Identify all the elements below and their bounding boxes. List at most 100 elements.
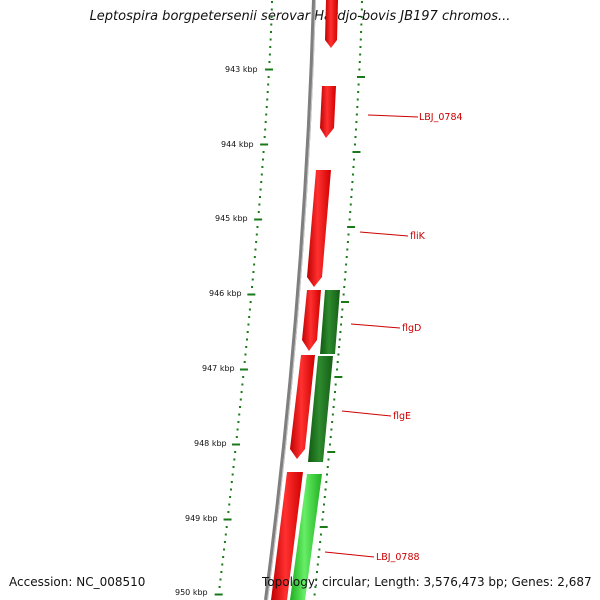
minor-tick [269, 38, 272, 41]
reverse-genes [290, 290, 340, 600]
minor-tick [340, 323, 343, 326]
minor-tick [345, 263, 348, 266]
minor-tick [341, 308, 344, 311]
minor-tick [218, 586, 221, 588]
minor-tick [336, 361, 339, 363]
minor-tick [346, 241, 349, 243]
minor-tick [324, 488, 327, 491]
gene-arrow-flge[interactable] [290, 355, 315, 459]
gene-arrow-green-flgd[interactable] [320, 290, 340, 354]
minor-tick [360, 1, 363, 3]
minor-tick [248, 308, 251, 311]
minor-tick [313, 593, 316, 596]
major-tick [352, 151, 361, 153]
minor-tick [354, 136, 357, 138]
minor-tick [358, 61, 361, 63]
minor-tick [326, 473, 329, 476]
minor-tick [357, 91, 360, 93]
minor-tick [345, 256, 348, 258]
gene-label-flgd[interactable]: flgD [402, 323, 421, 334]
minor-tick [232, 466, 235, 468]
minor-tick [267, 76, 270, 78]
minor-tick [263, 136, 266, 138]
major-tick [347, 226, 356, 228]
gene-label-lbj-0784[interactable]: LBJ_0784 [419, 112, 463, 123]
minor-tick [270, 8, 273, 11]
minor-tick [349, 211, 352, 213]
minor-tick [333, 391, 336, 393]
gene-arrow-flgd[interactable] [302, 290, 321, 351]
minor-tick [327, 458, 330, 461]
minor-tick [257, 211, 260, 213]
minor-tick [225, 526, 228, 528]
minor-tick [333, 398, 336, 401]
minor-tick [239, 398, 242, 401]
minor-tick [350, 188, 353, 191]
minor-tick [349, 203, 352, 206]
minor-tick [359, 53, 362, 56]
minor-tick [344, 271, 347, 273]
minor-tick [321, 518, 324, 521]
minor-tick [315, 571, 318, 573]
gene-arrow-top[interactable] [325, 0, 338, 48]
minor-tick [255, 233, 258, 236]
minor-tick [328, 443, 331, 446]
gene-label-flik[interactable]: fliK [410, 231, 426, 242]
minor-tick [331, 421, 334, 423]
minor-tick [251, 286, 254, 288]
minor-tick [332, 406, 335, 408]
accession-label: Accession: NC_008510 [9, 575, 146, 589]
genome-backbone [264, 0, 316, 600]
minor-tick [237, 421, 240, 423]
label-line-lbj-0784 [367, 114, 419, 118]
minor-tick [266, 98, 269, 101]
minor-tick [351, 173, 354, 176]
genome-info-label: Topology: circular; Length: 3,576,473 bp… [262, 575, 592, 589]
gene-label-lbj-0788[interactable]: LBJ_0788 [376, 552, 420, 563]
major-tick [247, 293, 256, 296]
minor-tick [350, 196, 353, 198]
minor-tick [267, 83, 270, 86]
major-tick [260, 143, 269, 146]
minor-tick [231, 473, 234, 476]
minor-tick [247, 323, 250, 326]
minor-tick [249, 301, 252, 303]
minor-tick [360, 16, 363, 18]
minor-tick [270, 1, 273, 3]
minor-tick [355, 113, 358, 116]
scale-label-950: 950 kbp [175, 588, 208, 597]
minor-tick [314, 586, 317, 588]
minor-tick [347, 233, 350, 236]
minor-tick [360, 8, 363, 11]
major-tick [231, 443, 240, 446]
minor-tick [330, 428, 333, 431]
minor-tick [265, 106, 268, 108]
minor-tick [358, 68, 361, 71]
gene-label-flge[interactable]: flgE [393, 411, 411, 422]
gene-arrow-lbj-0788[interactable] [271, 472, 303, 600]
minor-tick [316, 563, 319, 566]
minor-tick [258, 196, 261, 198]
minor-tick [319, 533, 322, 536]
gene-label-lines [324, 114, 419, 558]
gene-arrow-green-flge[interactable] [308, 356, 333, 462]
scale-label-946: 946 kbp [209, 289, 242, 298]
minor-tick [322, 511, 325, 513]
minor-tick [256, 226, 259, 228]
gene-arrow-green-lbj-0788[interactable] [290, 474, 322, 600]
minor-tick [238, 413, 241, 416]
minor-tick [353, 143, 356, 146]
scale-label-945: 945 kbp [215, 214, 248, 223]
major-tick [265, 68, 274, 71]
gene-arrow-flik[interactable] [307, 170, 331, 287]
minor-tick [234, 451, 237, 453]
minor-tick [261, 166, 264, 168]
minor-tick [338, 338, 341, 341]
scale-ring-right [313, 1, 365, 596]
minor-tick [221, 563, 224, 566]
minor-tick [315, 578, 318, 581]
minor-tick [352, 158, 355, 161]
gene-arrow-lbj-0784[interactable] [320, 86, 336, 138]
minor-tick [359, 38, 362, 41]
minor-tick [229, 488, 232, 491]
